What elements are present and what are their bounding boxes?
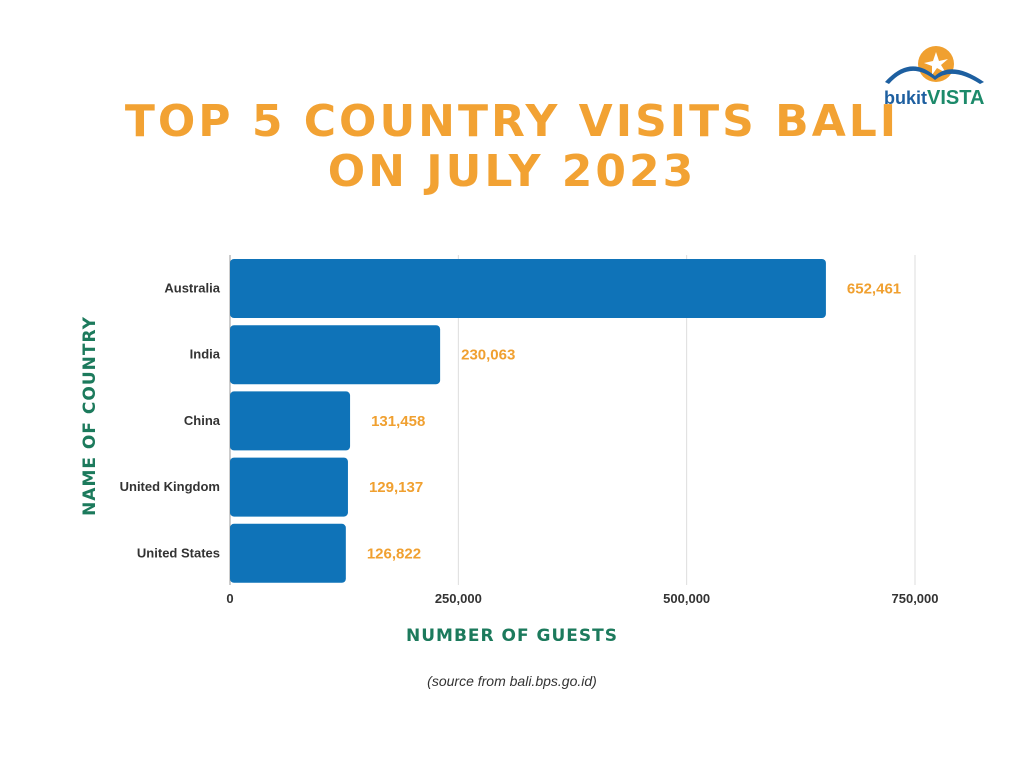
x-tick-label: 500,000	[663, 591, 710, 606]
x-tick-label: 750,000	[892, 591, 939, 606]
data-label: 652,461	[847, 281, 901, 298]
y-tick-label: Australia	[164, 281, 220, 296]
bar	[230, 391, 351, 451]
bar	[230, 457, 348, 517]
svg-text:VISTA: VISTA	[927, 87, 984, 108]
data-label: 131,458	[371, 413, 425, 430]
data-label: 126,822	[367, 545, 421, 562]
data-label: 129,137	[369, 479, 423, 496]
y-tick-label: United States	[137, 545, 220, 560]
bar	[230, 325, 441, 385]
bar	[230, 523, 346, 583]
y-tick-label: United Kingdom	[120, 479, 220, 494]
chart-title-line-1: TOP 5 COUNTRY VISITS BALI	[124, 96, 900, 147]
y-tick-label: China	[184, 413, 221, 428]
chart-title-line-2: ON JULY 2023	[327, 146, 697, 197]
y-tick-label: India	[190, 347, 221, 362]
x-tick-label: 250,000	[435, 591, 482, 606]
svg-text:bukit: bukit	[884, 88, 927, 108]
x-axis-title: NUMBER OF GUESTS	[406, 626, 618, 646]
source-note: (source from bali.bps.go.id)	[427, 673, 597, 689]
data-label: 230,063	[461, 347, 515, 364]
y-axis-title: NAME OF COUNTRY	[80, 316, 100, 516]
bukit-vista-logo: bukit VISTA	[884, 46, 984, 108]
bar	[230, 259, 826, 318]
x-tick-label: 0	[226, 591, 233, 606]
